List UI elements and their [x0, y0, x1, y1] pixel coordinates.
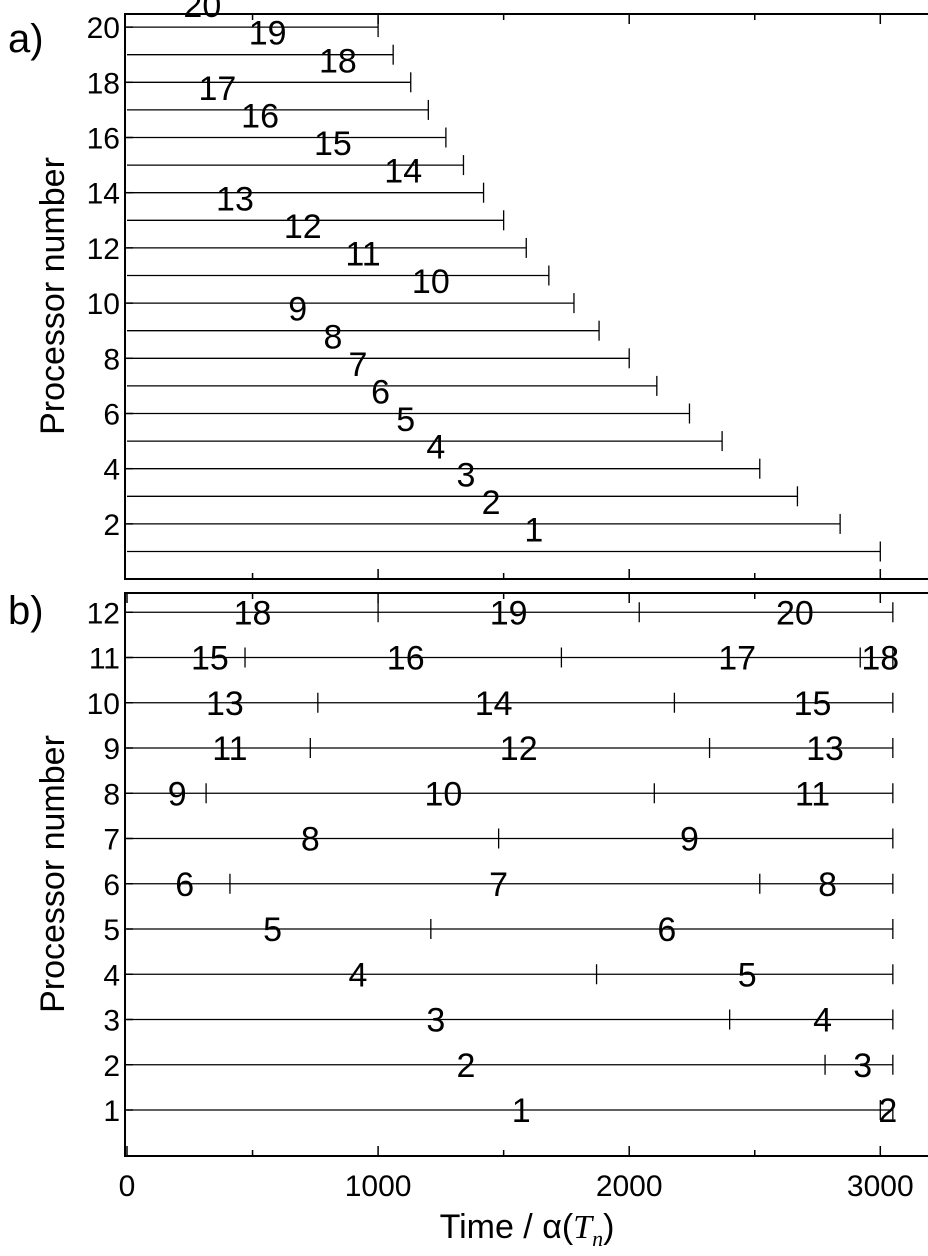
task-label: 2 [457, 1047, 476, 1085]
y-tick-label: 5 [103, 914, 120, 947]
task-label: 11 [345, 236, 380, 274]
y-tick-label: 2 [103, 509, 120, 542]
task-label: 3 [426, 1002, 445, 1040]
y-tick-label: 6 [103, 399, 120, 432]
task-label: 10 [412, 263, 450, 301]
y-tick-label: 3 [103, 1005, 120, 1038]
y-tick-label: 12 [87, 597, 120, 630]
task-label: 6 [175, 866, 194, 904]
task-label: 20 [776, 594, 814, 632]
y-tick-label: 16 [87, 123, 120, 156]
x-tick-label: 0 [119, 1170, 136, 1203]
task-label: 1 [524, 512, 543, 550]
task-label: 19 [490, 594, 528, 632]
task-label: 8 [301, 821, 320, 859]
task-label: 11 [795, 775, 830, 813]
y-tick-label: 1 [103, 1095, 120, 1128]
task-label: 16 [241, 98, 279, 136]
task-label: 20 [183, 0, 221, 25]
task-label: 18 [234, 594, 272, 632]
task-label: 14 [384, 153, 422, 191]
task-label: 7 [489, 866, 508, 904]
x-axis-label-close: ) [603, 1208, 614, 1246]
x-tick-label: 1000 [345, 1170, 412, 1203]
y-tick-label: 8 [103, 778, 120, 811]
y-tick-label: 18 [87, 67, 120, 100]
task-label: 17 [718, 640, 756, 678]
task-label: 9 [680, 821, 699, 859]
panel-b-y-axis-label: Processor number [34, 735, 72, 1013]
task-label: 6 [657, 911, 676, 949]
task-label: 15 [314, 125, 352, 163]
task-label: 14 [475, 685, 513, 723]
x-axis-label-subscript: n [592, 1226, 603, 1251]
x-axis-label-prefix: Time / α( [440, 1208, 574, 1246]
panel-b-bars [127, 602, 894, 1120]
x-tick-label: 3000 [847, 1170, 914, 1203]
y-tick-label: 14 [87, 178, 120, 211]
panel-a-frame [124, 13, 928, 580]
y-tick-label: 4 [103, 959, 120, 992]
task-label: 19 [249, 15, 287, 53]
y-tick-label: 8 [103, 343, 120, 376]
x-axis-label-T: T [573, 1209, 594, 1246]
task-label: 3 [457, 456, 476, 494]
task-label: 3 [853, 1047, 872, 1085]
task-label: 15 [191, 640, 229, 678]
task-label: 13 [206, 685, 244, 723]
task-label: 5 [263, 911, 282, 949]
task-label: 7 [349, 346, 368, 384]
task-label: 1 [512, 1092, 531, 1130]
y-tick-label: 20 [87, 12, 120, 45]
panel-a-y-axis-label: Processor number [34, 157, 72, 435]
task-label: 9 [288, 291, 307, 329]
panel-b-x-axis-label: Time / α(Tn) [440, 1208, 615, 1251]
y-tick-label: 2 [103, 1050, 120, 1083]
task-label: 12 [284, 208, 322, 246]
task-label: 6 [371, 374, 390, 412]
task-label: 15 [794, 685, 832, 723]
task-label: 12 [500, 730, 538, 768]
task-label: 18 [861, 640, 899, 678]
task-label: 2 [482, 484, 501, 522]
y-tick-label: 12 [87, 233, 120, 266]
task-label: 17 [198, 70, 236, 108]
y-tick-label: 6 [103, 869, 120, 902]
task-label: 13 [806, 730, 844, 768]
task-label: 11 [212, 730, 247, 768]
task-label: 16 [387, 640, 425, 678]
x-tick-label: 2000 [596, 1170, 663, 1203]
task-label: 8 [818, 866, 837, 904]
task-label: 4 [426, 429, 445, 467]
task-label: 2 [878, 1092, 897, 1130]
y-tick-label: 7 [103, 824, 120, 857]
panel-b-frame [124, 592, 928, 1157]
task-label: 4 [349, 956, 368, 994]
task-label: 4 [813, 1002, 832, 1040]
panel-b-label: b) [8, 589, 44, 633]
y-tick-label: 10 [87, 288, 120, 321]
task-label: 9 [168, 775, 187, 813]
y-tick-label: 10 [87, 688, 120, 721]
panel-a-bars [127, 17, 881, 562]
y-tick-label: 4 [103, 454, 120, 487]
task-label: 5 [738, 956, 757, 994]
task-label: 8 [323, 318, 342, 356]
panel-a-label: a) [8, 17, 44, 61]
y-tick-label: 11 [89, 643, 120, 676]
task-label: 13 [216, 180, 254, 218]
y-tick-label: 9 [103, 733, 120, 766]
task-label: 18 [319, 42, 357, 80]
task-label: 10 [424, 775, 462, 813]
task-label: 5 [396, 401, 415, 439]
